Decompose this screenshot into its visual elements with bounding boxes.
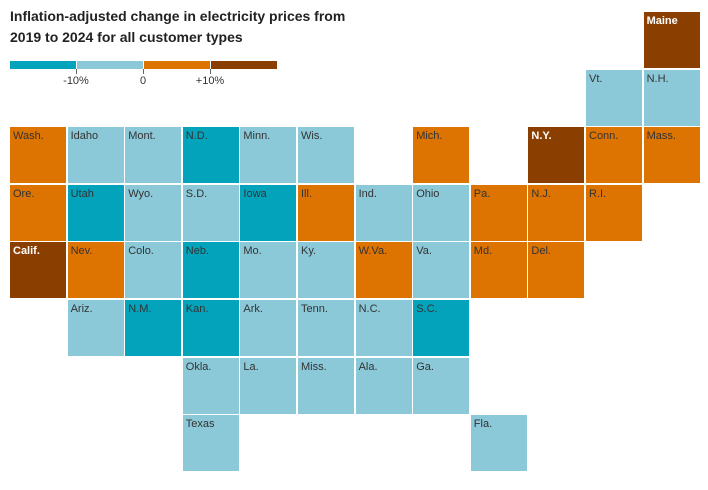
state-tile: Mont. — [125, 127, 182, 184]
state-tile: Wyo. — [125, 184, 182, 241]
state-tile: Va. — [413, 242, 470, 299]
state-tile: Conn. — [586, 127, 642, 184]
state-tile: Ariz. — [67, 300, 124, 356]
state-tile: N.H. — [643, 69, 700, 126]
state-tile: Mo. — [240, 242, 297, 299]
state-tile: Fla. — [470, 415, 527, 472]
state-tile: Okla. — [182, 357, 239, 414]
state-tile: Ga. — [413, 357, 470, 414]
state-tile: Wash. — [10, 127, 66, 184]
state-tile: R.I. — [586, 184, 642, 241]
chart-title: Inflation-adjusted change in electricity… — [10, 8, 346, 45]
state-tile: Calif. — [10, 242, 66, 299]
state-tile: Maine — [643, 12, 700, 68]
legend-swatch-0to10 — [144, 61, 210, 69]
state-tile: S.D. — [182, 184, 239, 241]
state-tile: Ky. — [298, 242, 354, 299]
state-tile: Mass. — [643, 127, 700, 184]
state-tile: Minn. — [240, 127, 297, 184]
legend-tick-label: 0 — [139, 75, 147, 87]
state-tile: Vt. — [586, 69, 642, 126]
state-tile: Del. — [528, 242, 585, 299]
state-tile: Nev. — [67, 242, 124, 299]
legend-swatch--10to0 — [77, 61, 143, 69]
state-tile: Ind. — [355, 184, 412, 241]
state-tile: N.J. — [528, 184, 585, 241]
state-tile: Colo. — [125, 242, 182, 299]
state-tile: La. — [240, 357, 297, 414]
legend-swatch-gt10 — [211, 61, 277, 69]
state-tile: Kan. — [182, 300, 239, 356]
legend-tick-label: -10% — [63, 75, 89, 87]
state-tile: Utah — [67, 184, 124, 241]
legend-swatch-lt-10 — [10, 61, 76, 69]
state-tile: Ill. — [298, 184, 354, 241]
state-tile: N.C. — [355, 300, 412, 356]
state-tile: Mich. — [413, 127, 470, 184]
state-tile: Pa. — [470, 184, 527, 241]
legend: -10% 0 +10% — [10, 61, 278, 87]
state-tile: Neb. — [182, 242, 239, 299]
legend-tick — [210, 69, 211, 74]
state-tile: Md. — [470, 242, 527, 299]
state-tile: Miss. — [298, 357, 354, 414]
state-tile: Ark. — [240, 300, 297, 356]
state-tile: Ore. — [10, 184, 66, 241]
state-tile: W.Va. — [355, 242, 412, 299]
state-tile: N.M. — [125, 300, 182, 356]
state-tile: Wis. — [298, 127, 354, 184]
state-tile: S.C. — [413, 300, 470, 356]
state-tile: Tenn. — [298, 300, 354, 356]
legend-tick-label: +10% — [195, 75, 225, 87]
legend-tick — [76, 69, 77, 74]
state-tile: Iowa — [240, 184, 297, 241]
state-tile: N.Y. — [528, 127, 585, 184]
state-tile: Ala. — [355, 357, 412, 414]
state-tile: Idaho — [67, 127, 124, 184]
state-tile: Ohio — [413, 184, 470, 241]
state-tile: N.D. — [182, 127, 239, 184]
state-tile: Texas — [182, 415, 239, 472]
legend-tick — [143, 69, 144, 74]
